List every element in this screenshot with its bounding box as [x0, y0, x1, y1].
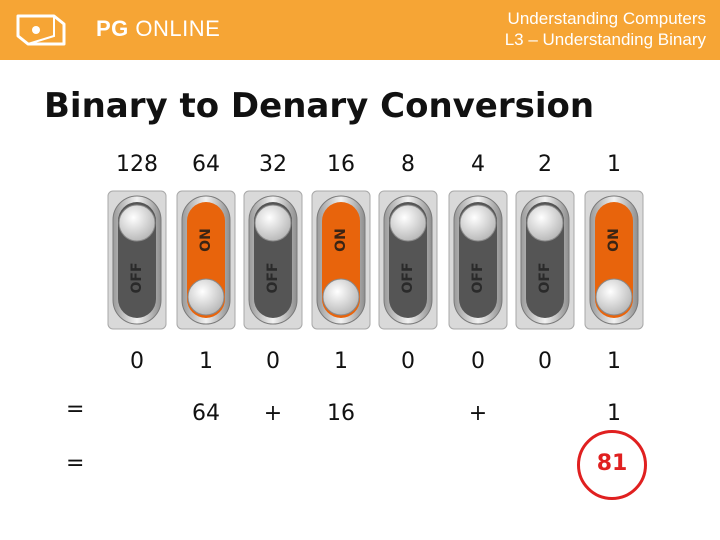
place-value-label: 64: [192, 152, 220, 177]
switch-state-label: OFF: [265, 262, 281, 293]
bit-value: 0: [401, 349, 415, 374]
result-circle: [577, 430, 647, 500]
term-value: 1: [607, 401, 621, 426]
plus-sign: +: [263, 401, 283, 426]
switch-state-label: ON: [333, 228, 349, 252]
switch-state-label: OFF: [129, 262, 145, 293]
place-value-label: 2: [538, 152, 552, 177]
header-bar: PG ONLINE Understanding Computers L3 – U…: [0, 0, 720, 60]
switch-state-label: OFF: [400, 262, 416, 293]
place-value-label: 16: [327, 152, 355, 177]
toggle-switch-off[interactable]: OFF: [515, 190, 575, 330]
equals-sign-2: =: [66, 451, 85, 476]
place-value-label: 128: [116, 152, 158, 177]
page-title: Binary to Denary Conversion: [44, 86, 595, 126]
place-value-label: 8: [401, 152, 415, 177]
bit-value: 1: [334, 349, 348, 374]
place-value-label: 1: [607, 152, 621, 177]
term-value: 16: [327, 401, 355, 426]
lesson-title: L3 – Understanding Binary: [504, 30, 706, 49]
equals-sign-1: =: [66, 397, 85, 422]
denary-result: 81: [596, 451, 628, 476]
toggle-switch-on[interactable]: ON: [311, 190, 371, 330]
bit-value: 1: [607, 349, 621, 374]
switch-state-label: ON: [198, 228, 214, 252]
bit-value: 1: [199, 349, 213, 374]
bit-value: 0: [130, 349, 144, 374]
place-value-label: 4: [471, 152, 485, 177]
course-info: Understanding Computers L3 – Understandi…: [505, 8, 706, 50]
plus-sign: +: [468, 401, 488, 426]
toggle-switch-off[interactable]: OFF: [107, 190, 167, 330]
place-value-label: 32: [259, 152, 287, 177]
toggle-switch-off[interactable]: OFF: [448, 190, 508, 330]
toggle-switch-off[interactable]: OFF: [243, 190, 303, 330]
term-value: 64: [192, 401, 220, 426]
switch-state-label: ON: [606, 228, 622, 252]
course-title: Understanding Computers: [507, 9, 706, 28]
brand-name: PG ONLINE: [96, 16, 221, 41]
bit-value: 0: [471, 349, 485, 374]
pg-online-logo-icon: [16, 14, 66, 46]
toggle-switch-off[interactable]: OFF: [378, 190, 438, 330]
bit-value: 0: [266, 349, 280, 374]
switch-state-label: OFF: [537, 262, 553, 293]
bit-value: 0: [538, 349, 552, 374]
toggle-switch-on[interactable]: ON: [176, 190, 236, 330]
switch-state-label: OFF: [470, 262, 486, 293]
toggle-switch-on[interactable]: ON: [584, 190, 644, 330]
